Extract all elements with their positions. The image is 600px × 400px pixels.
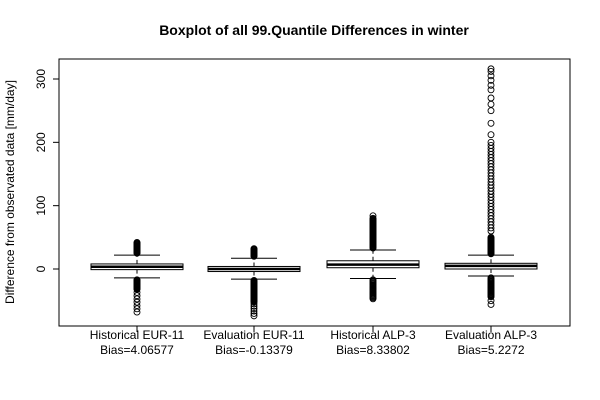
outlier-point xyxy=(487,100,495,108)
y-tick-label: 300 xyxy=(34,69,48,89)
outlier-point xyxy=(487,141,495,149)
x-category-label: Evaluation EUR-11 xyxy=(203,328,304,342)
x-category-label: Historical ALP-3 xyxy=(330,328,416,342)
x-bias-label: Bias=8.33802 xyxy=(336,343,410,357)
outlier-point xyxy=(250,302,258,310)
outlier-point xyxy=(487,297,495,305)
outlier-point xyxy=(250,305,258,313)
box-group xyxy=(444,65,538,308)
box-group xyxy=(326,212,420,303)
outlier-point xyxy=(133,298,141,306)
outlier-point xyxy=(487,293,495,301)
outliers xyxy=(250,245,258,320)
outlier-point xyxy=(250,312,258,320)
outlier-point xyxy=(487,76,495,84)
outlier-point xyxy=(487,131,495,139)
outlier-point xyxy=(487,94,495,102)
outlier-point xyxy=(133,238,141,246)
outlier-point xyxy=(250,310,258,317)
box-group xyxy=(90,238,184,316)
y-tick-label: 100 xyxy=(34,195,48,215)
outlier-point xyxy=(133,292,141,300)
x-category-label: Evaluation ALP-3 xyxy=(445,328,537,342)
chart-title: Boxplot of all 99.Quantile Differences i… xyxy=(159,22,469,38)
outlier-point xyxy=(133,288,141,296)
outlier-point xyxy=(487,119,495,127)
outlier-point xyxy=(250,298,258,306)
outlier-point xyxy=(487,301,495,308)
outlier-point xyxy=(250,245,258,253)
y-tick-label: 0 xyxy=(34,265,48,272)
outliers xyxy=(487,65,495,308)
outlier-point xyxy=(369,212,377,220)
boxes-layer xyxy=(90,65,538,320)
outlier-point xyxy=(487,65,495,73)
outlier-point xyxy=(487,86,495,94)
outlier-point xyxy=(250,307,258,315)
y-tick-label: 200 xyxy=(34,132,48,152)
x-category-label: Historical EUR-11 xyxy=(90,328,185,342)
outlier-point xyxy=(487,81,495,89)
x-bias-label: Bias=4.06577 xyxy=(100,343,174,357)
outlier-point xyxy=(133,308,141,316)
outlier-point xyxy=(133,305,141,313)
box-group xyxy=(207,245,301,320)
outlier-point xyxy=(487,138,495,146)
outliers xyxy=(133,238,141,316)
outlier-point xyxy=(369,295,377,303)
y-axis-label: Difference from observated data [mm/day] xyxy=(3,80,17,304)
x-bias-label: Bias=-0.13379 xyxy=(215,343,293,357)
outlier-point xyxy=(133,302,141,309)
outlier-point xyxy=(133,295,141,303)
x-bias-label: Bias=5.2272 xyxy=(457,343,524,357)
outlier-point xyxy=(487,72,495,80)
outlier-point xyxy=(250,300,258,308)
y-axis: 0 100 200 300 xyxy=(34,69,60,272)
outlier-point xyxy=(487,67,495,75)
outlier-point xyxy=(487,107,495,115)
outliers xyxy=(369,212,377,303)
outlier-point xyxy=(369,214,377,222)
